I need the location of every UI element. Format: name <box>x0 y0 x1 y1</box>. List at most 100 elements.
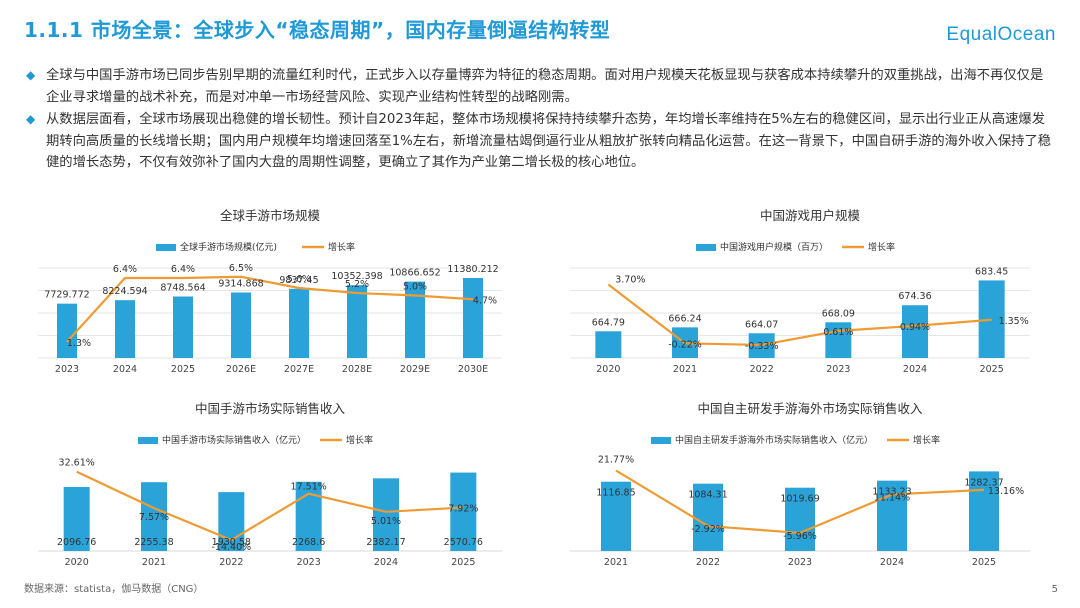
growth-value-label: 6.4% <box>171 264 195 275</box>
bullet-item: ◆ 从数据层面看，全球市场展现出稳健的增长韧性。预计自2023年起，整体市场规模… <box>26 109 1056 174</box>
legend-bar-swatch <box>156 244 176 251</box>
bar-value-label: 1133.23 <box>872 487 911 498</box>
bar <box>57 303 77 358</box>
bar <box>218 492 245 551</box>
growth-value-label: 21.77% <box>598 455 634 466</box>
bar <box>978 280 1005 358</box>
growth-value-label: 0.61% <box>823 327 853 338</box>
growth-line <box>76 470 464 542</box>
page-number: 5 <box>1051 584 1058 595</box>
bar <box>693 483 723 551</box>
growth-value-label: 6.4% <box>113 264 137 275</box>
growth-value-label: 5.01% <box>371 516 401 527</box>
bar-value-label: 10352.398 <box>331 271 382 282</box>
bar <box>405 281 425 358</box>
category-label: 2024 <box>880 557 904 568</box>
growth-value-label: 5.0% <box>403 282 427 293</box>
category-label: 2022 <box>750 364 774 375</box>
category-label: 2028E <box>342 364 372 375</box>
legend-bar-label: 中国自主研发手游海外市场实际销售收入（亿元） <box>675 434 873 446</box>
chart-title: 全球手游市场规模 <box>220 208 321 223</box>
legend-bar-label: 全球手游市场规模(亿元) <box>180 241 277 253</box>
bullet-list: ◆ 全球与中国手游市场已同步告别早期的流量红利时代，正式步入以存量博弈为特征的稳… <box>26 65 1056 175</box>
bar-value-label: 11380.212 <box>447 264 498 275</box>
category-label: 2022 <box>219 557 243 568</box>
category-label: 2030E <box>458 364 488 375</box>
chart-global-market: 全球手游市场规模 全球手游市场规模(亿元) 增长率 7729.772 8224.594 8… <box>30 200 510 385</box>
chart-title: 中国手游市场实际销售收入 <box>195 401 346 416</box>
bar-value-label: 8748.564 <box>160 282 205 293</box>
growth-line <box>66 275 474 343</box>
chart-title: 中国自主研发手游海外市场实际销售收入 <box>697 401 923 416</box>
chart-overseas-revenue: 中国自主研发手游海外市场实际销售收入中国自主研发手游海外市场实际销售收入（亿元）… <box>570 393 1050 578</box>
legend-bar-label: 中国游戏用户规模（百万） <box>720 241 828 253</box>
bar-value-label: 2096.76 <box>57 537 96 548</box>
legend-bar-swatch <box>651 437 671 444</box>
growth-value-label: 7.57% <box>139 512 169 523</box>
bar-value-label: 1282.37 <box>964 477 1003 488</box>
bar-value-label: 668.09 <box>822 308 855 319</box>
bar-value-label: 2268.6 <box>292 537 325 548</box>
bar <box>969 471 999 551</box>
bar-value-label: 1019.69 <box>780 494 819 505</box>
bar-value-label: 664.07 <box>745 319 778 330</box>
legend-line-label: 增长率 <box>328 241 355 253</box>
bar <box>347 285 367 358</box>
bar-value-label: 2382.17 <box>366 537 405 548</box>
bar <box>373 478 399 551</box>
bar <box>902 305 928 358</box>
bar-value-label: 2570.76 <box>444 537 483 548</box>
bar <box>115 300 135 358</box>
category-label: 2027E <box>284 364 314 375</box>
growth-value-label: 3.70% <box>615 275 645 286</box>
bullet-text: 全球与中国手游市场已同步告别早期的流量红利时代，正式步入以存量博弈为特征的稳态周… <box>46 68 1044 105</box>
category-label: 2024 <box>113 364 137 375</box>
growth-value-label: 11.14% <box>874 492 910 503</box>
growth-value-label: -14.40% <box>212 542 252 553</box>
growth-value-label: 1.3% <box>67 338 91 349</box>
bar-value-label: 666.24 <box>668 313 701 324</box>
growth-value-label: -5.96% <box>783 531 817 542</box>
bar-value-label: 683.45 <box>975 266 1008 277</box>
category-label: 2026E <box>226 364 256 375</box>
category-label: 2025 <box>171 364 195 375</box>
bar-value-label: 8224.594 <box>102 286 147 297</box>
growth-value-label: -2.92% <box>691 524 725 535</box>
category-label: 2029E <box>400 364 430 375</box>
growth-value-label: 4.7% <box>473 295 497 306</box>
bar-value-label: 9837.45 <box>279 275 318 286</box>
category-label: 2020 <box>65 557 89 568</box>
legend-line-label: 增长率 <box>913 434 940 446</box>
bar-value-label: 1084.31 <box>688 490 727 501</box>
bar-value-label: 9314.868 <box>218 279 263 290</box>
category-label: 2021 <box>142 557 166 568</box>
growth-value-label: 1.35% <box>999 316 1029 327</box>
bar <box>450 472 477 551</box>
category-label: 2023 <box>788 557 812 568</box>
growth-value-label: -0.22% <box>668 339 702 350</box>
growth-value-label: 7.92% <box>448 504 478 515</box>
category-label: 2023 <box>55 364 79 375</box>
bar <box>601 481 631 551</box>
bar-value-label: 1930.58 <box>212 537 251 548</box>
category-label: 2024 <box>903 364 927 375</box>
bar <box>877 480 907 551</box>
category-label: 2023 <box>297 557 321 568</box>
bar-value-label: 674.36 <box>898 291 931 302</box>
bar <box>173 296 193 358</box>
bar <box>141 482 167 551</box>
bar <box>595 331 622 358</box>
chart-china-users: 中国游戏用户规模 中国游戏用户规模（百万） 增长率 664.79 666.24 664.0… <box>570 200 1050 385</box>
chart-overseas-revenue-svg: 中国自主研发手游海外市场实际销售收入中国自主研发手游海外市场实际销售收入（亿元）… <box>570 401 1030 568</box>
growth-value-label: 5.2% <box>345 279 369 290</box>
growth-line <box>607 283 992 347</box>
growth-value-label: 17.51% <box>291 482 327 493</box>
growth-value-label: 6.5% <box>229 263 253 274</box>
legend-bar-label: 中国手游市场实际销售收入（亿元） <box>162 434 306 446</box>
bar <box>289 288 309 358</box>
diamond-bullet-icon: ◆ <box>26 68 36 82</box>
bar-value-label: 10866.652 <box>389 268 440 279</box>
